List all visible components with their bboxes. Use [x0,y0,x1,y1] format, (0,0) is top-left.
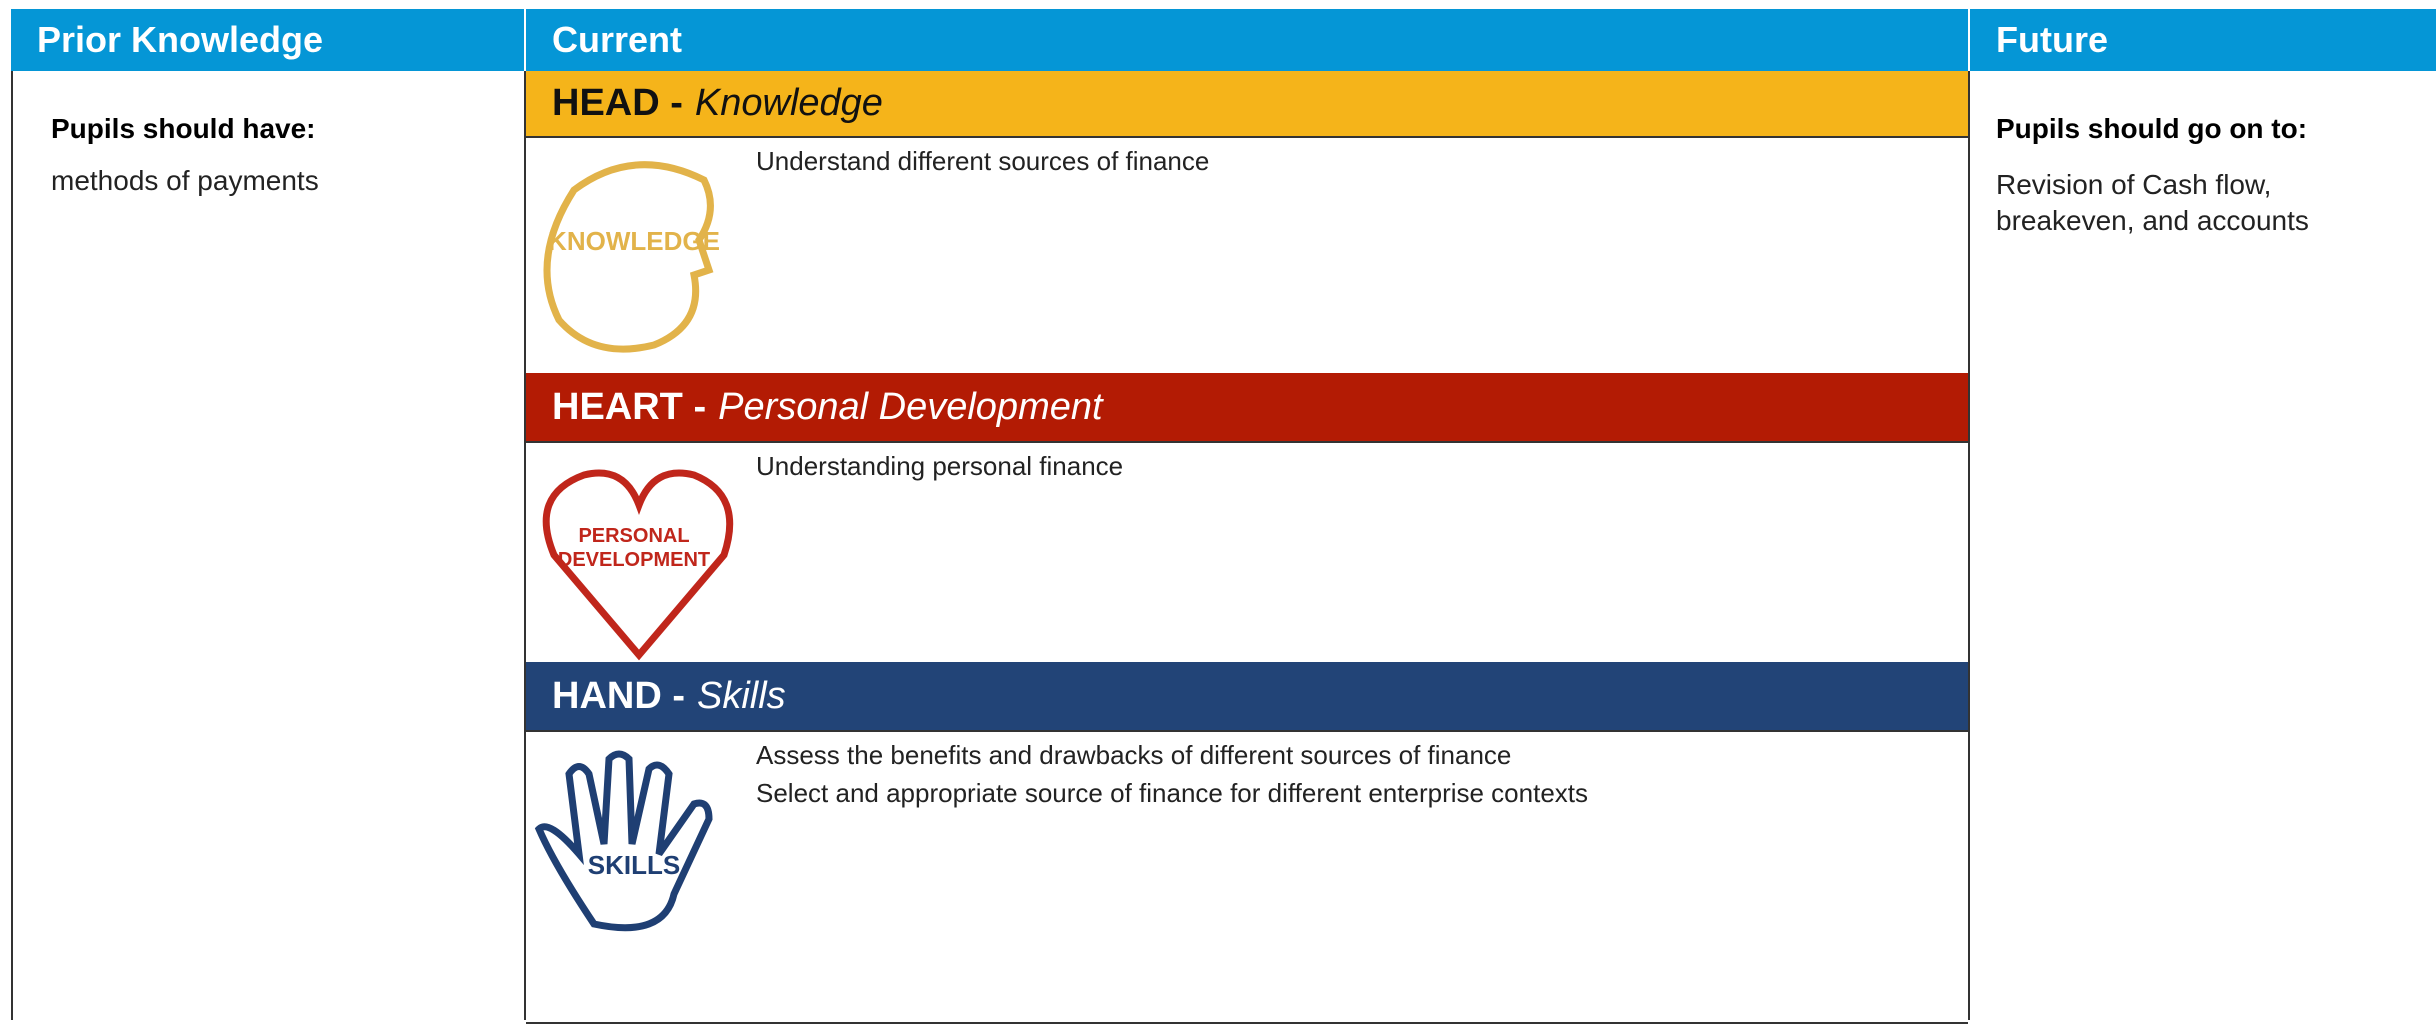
head-shape [543,161,714,353]
list-item: methods of payments [51,165,319,196]
prior-subtitle: Pupils should have: [51,113,316,144]
section-bar: HEART - Personal Development [526,373,1968,443]
section-label: HAND - [552,674,685,717]
future-column: Pupils should go on to: Revision of Cash… [1968,71,2436,1020]
future-header: Future [1968,9,2436,71]
section-item: Select and appropriate source of finance… [756,778,1589,808]
section-items: Understand different sources of finance [756,142,1936,180]
icon-text: PERSONAL [578,525,689,547]
prior-column: Pupils should have: methods of payments [11,71,526,1020]
section-item: Understand different sources of finance [756,146,1210,176]
future-items: Revision of Cash flow, breakeven, and ac… [1996,167,2316,239]
section-bar: HEAD - Knowledge [526,71,1968,138]
prior-items: methods of payments [51,163,491,199]
section-bar: HAND - Skills [526,662,1968,732]
icon-text: KNOWLEDGE [548,226,720,256]
section-icon: SKILLS [534,750,713,932]
icon-text: SKILLS [588,850,680,880]
heart-shape [542,469,734,661]
section-label: HEAD - [552,82,683,124]
hand-shape [534,750,713,932]
section-sublabel: Knowledge [694,82,883,124]
section-icon: KNOWLEDGE [543,161,720,353]
section-items: Understanding personal finance [756,447,1936,485]
section-item: Understanding personal finance [756,451,1124,481]
section-items: Assess the benefits and drawbacks of dif… [756,736,1936,812]
prior-header: Prior Knowledge [11,9,524,71]
future-subtitle: Pupils should go on to: [1996,113,2308,144]
current-header: Current [524,9,1968,71]
section-sublabel: Personal Development [718,385,1103,428]
current-column: HEAD - Knowledge KNOWLEDGE Understand diffe… [524,71,1970,1024]
icon-text: DEVELOPMENT [558,549,710,571]
section-label: HEART - [552,385,707,428]
section-item: Assess the benefits and drawbacks of dif… [756,740,1512,770]
list-item: Revision of Cash flow, breakeven, and ac… [1996,169,2309,236]
section-sublabel: Skills [696,674,786,717]
